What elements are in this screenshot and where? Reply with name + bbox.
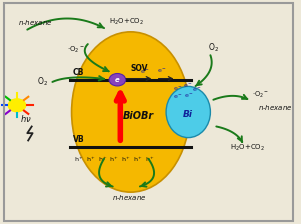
- Text: e$^-$: e$^-$: [157, 67, 167, 75]
- Text: h$^+$: h$^+$: [109, 155, 119, 164]
- Circle shape: [109, 73, 126, 86]
- Text: H$_2$O+CO$_2$: H$_2$O+CO$_2$: [108, 17, 144, 27]
- Text: O$_2$: O$_2$: [36, 76, 48, 88]
- Text: e$^-$: e$^-$: [173, 85, 183, 93]
- Text: $\cdot$O$_2$$^-$: $\cdot$O$_2$$^-$: [67, 45, 85, 55]
- Text: h$^+$: h$^+$: [86, 155, 96, 164]
- Text: H$_2$O+CO$_2$: H$_2$O+CO$_2$: [231, 143, 265, 153]
- Text: h$^+$: h$^+$: [133, 155, 143, 164]
- Circle shape: [8, 98, 26, 112]
- Ellipse shape: [72, 32, 190, 192]
- Text: $n$-hexane: $n$-hexane: [258, 103, 292, 112]
- Text: e$^-$: e$^-$: [192, 86, 202, 94]
- Text: SOV: SOV: [131, 64, 148, 73]
- Text: h$^+$: h$^+$: [98, 155, 108, 164]
- Text: Bi: Bi: [183, 110, 193, 119]
- Ellipse shape: [166, 86, 210, 138]
- Text: h$^+$: h$^+$: [145, 155, 155, 164]
- Text: e$^-$: e$^-$: [173, 94, 183, 101]
- Text: $n$-hexane: $n$-hexane: [18, 18, 53, 28]
- Text: e$^-$: e$^-$: [183, 82, 193, 90]
- Text: BiOBr: BiOBr: [123, 112, 154, 121]
- Text: $n$-hexane: $n$-hexane: [112, 193, 147, 202]
- Text: CB: CB: [73, 68, 85, 77]
- Text: O$_2$: O$_2$: [208, 41, 219, 54]
- Text: h$^+$: h$^+$: [74, 155, 84, 164]
- Text: e$^-$: e$^-$: [184, 93, 194, 100]
- Text: e$^-$: e$^-$: [140, 68, 150, 76]
- Text: $\cdot$O$_2$$^-$: $\cdot$O$_2$$^-$: [252, 90, 269, 100]
- Text: $h\nu$: $h\nu$: [20, 113, 32, 124]
- Text: h$^+$: h$^+$: [121, 155, 131, 164]
- Text: VB: VB: [73, 135, 85, 144]
- Text: e: e: [115, 77, 120, 83]
